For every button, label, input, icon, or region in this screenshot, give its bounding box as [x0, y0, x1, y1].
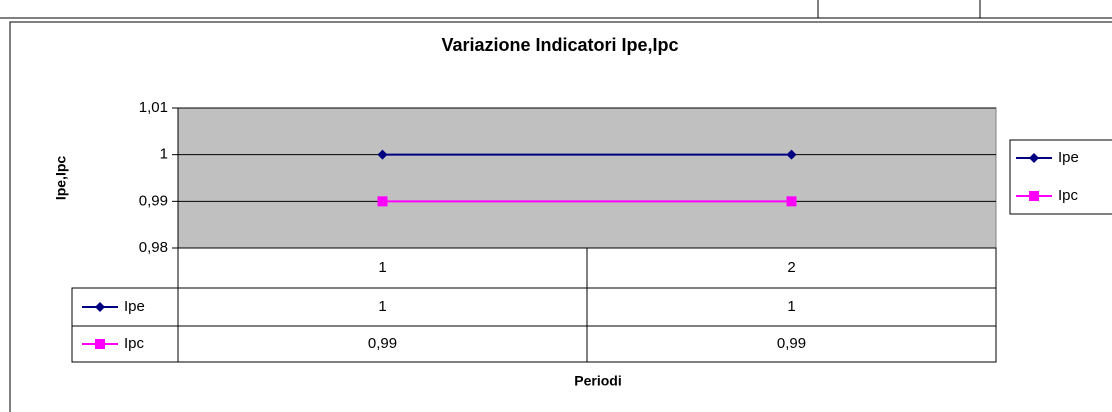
y-tick-label: 1 — [160, 146, 168, 163]
chart-title: Variazione Indicatori Ipe,Ipc — [441, 35, 678, 55]
chart-frame — [9, 21, 1112, 412]
legend-label: Ipc — [1058, 187, 1079, 204]
table-value: 0,99 — [777, 335, 806, 352]
y-tick-label: 0,98 — [139, 239, 168, 256]
data-table-grid — [71, 247, 997, 363]
table-series-name: Ipc — [124, 335, 145, 352]
marker — [786, 149, 797, 160]
x-tick-label: 2 — [787, 259, 795, 276]
legend-label: Ipe — [1058, 149, 1079, 166]
table-value: 1 — [787, 298, 795, 315]
marker — [377, 149, 388, 160]
y-tick-label: 0,99 — [139, 192, 168, 209]
legend-marker — [95, 339, 105, 349]
legend-marker — [95, 302, 105, 312]
legend-marker — [1029, 153, 1039, 163]
legend-marker — [1029, 191, 1039, 201]
marker — [786, 196, 797, 207]
plot-area — [177, 107, 997, 249]
y-axis-title: Ipe,Ipc — [53, 156, 69, 201]
table-value: 0,99 — [368, 335, 397, 352]
x-tick-label: 1 — [378, 259, 386, 276]
y-tick-label: 1,01 — [139, 99, 168, 116]
x-axis-title: Periodi — [574, 373, 621, 389]
table-series-name: Ipe — [124, 298, 145, 315]
marker — [377, 196, 388, 207]
table-value: 1 — [378, 298, 386, 315]
legend — [1009, 139, 1112, 215]
